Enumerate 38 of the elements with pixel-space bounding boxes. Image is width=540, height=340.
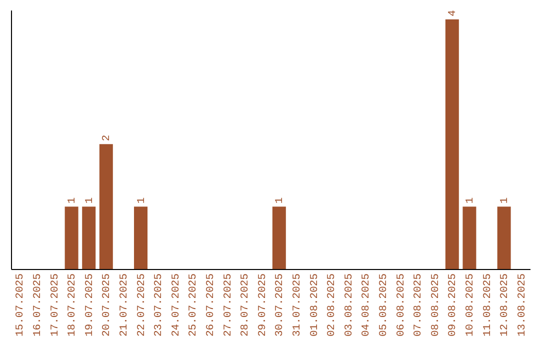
x-tick-label: 18.07.2025 xyxy=(66,274,79,337)
data-label: 2 xyxy=(101,134,114,142)
x-tick-label: 25.07.2025 xyxy=(188,274,200,337)
data-label: 1 xyxy=(274,197,286,204)
data-label: 4 xyxy=(447,10,460,16)
x-tick-label: 22.07.2025 xyxy=(136,274,148,337)
data-label: 1 xyxy=(136,197,148,204)
x-tick-label: 23.07.2025 xyxy=(153,274,166,337)
x-tick-label: 16.07.2025 xyxy=(32,274,44,337)
x-tick-label: 24.07.2025 xyxy=(170,274,182,337)
x-tick-label: 09.08.2025 xyxy=(447,274,460,337)
x-tick-label: 03.08.2025 xyxy=(343,274,356,337)
x-tick-label: 07.08.2025 xyxy=(412,274,425,337)
x-tick-label: 27.07.2025 xyxy=(222,274,234,337)
data-label: 1 xyxy=(499,197,512,204)
x-tick-label: 06.08.2025 xyxy=(395,274,408,337)
x-tick-label: 15.07.2025 xyxy=(14,274,27,337)
x-tick-label: 30.07.2025 xyxy=(274,274,286,337)
x-tick-label: 10.08.2025 xyxy=(464,274,476,337)
x-tick-label: 21.07.2025 xyxy=(118,274,130,337)
x-tick-label: 12.08.2025 xyxy=(499,274,512,337)
data-label: 1 xyxy=(84,197,96,204)
x-tick-label: 04.08.2025 xyxy=(360,274,373,337)
x-tick-label: 02.08.2025 xyxy=(326,274,338,337)
x-tick-label: 20.07.2025 xyxy=(101,274,114,337)
x-tick-label: 31.07.2025 xyxy=(291,274,304,337)
x-tick-label: 26.07.2025 xyxy=(204,274,217,337)
data-label: 1 xyxy=(464,197,476,204)
x-tick-label: 01.08.2025 xyxy=(308,274,321,337)
x-tick-label: 29.07.2025 xyxy=(256,274,269,337)
x-tick-label: 13.08.2025 xyxy=(516,274,528,337)
x-tick-label: 08.08.2025 xyxy=(430,274,442,337)
x-tick-label: 19.07.2025 xyxy=(84,274,96,337)
x-tick-label: 17.07.2025 xyxy=(49,274,62,337)
x-tick-label: 28.07.2025 xyxy=(240,274,252,337)
x-tick-label: 11.08.2025 xyxy=(482,274,494,337)
x-tick-label: 05.08.2025 xyxy=(378,274,390,337)
data-label: 1 xyxy=(66,197,79,204)
